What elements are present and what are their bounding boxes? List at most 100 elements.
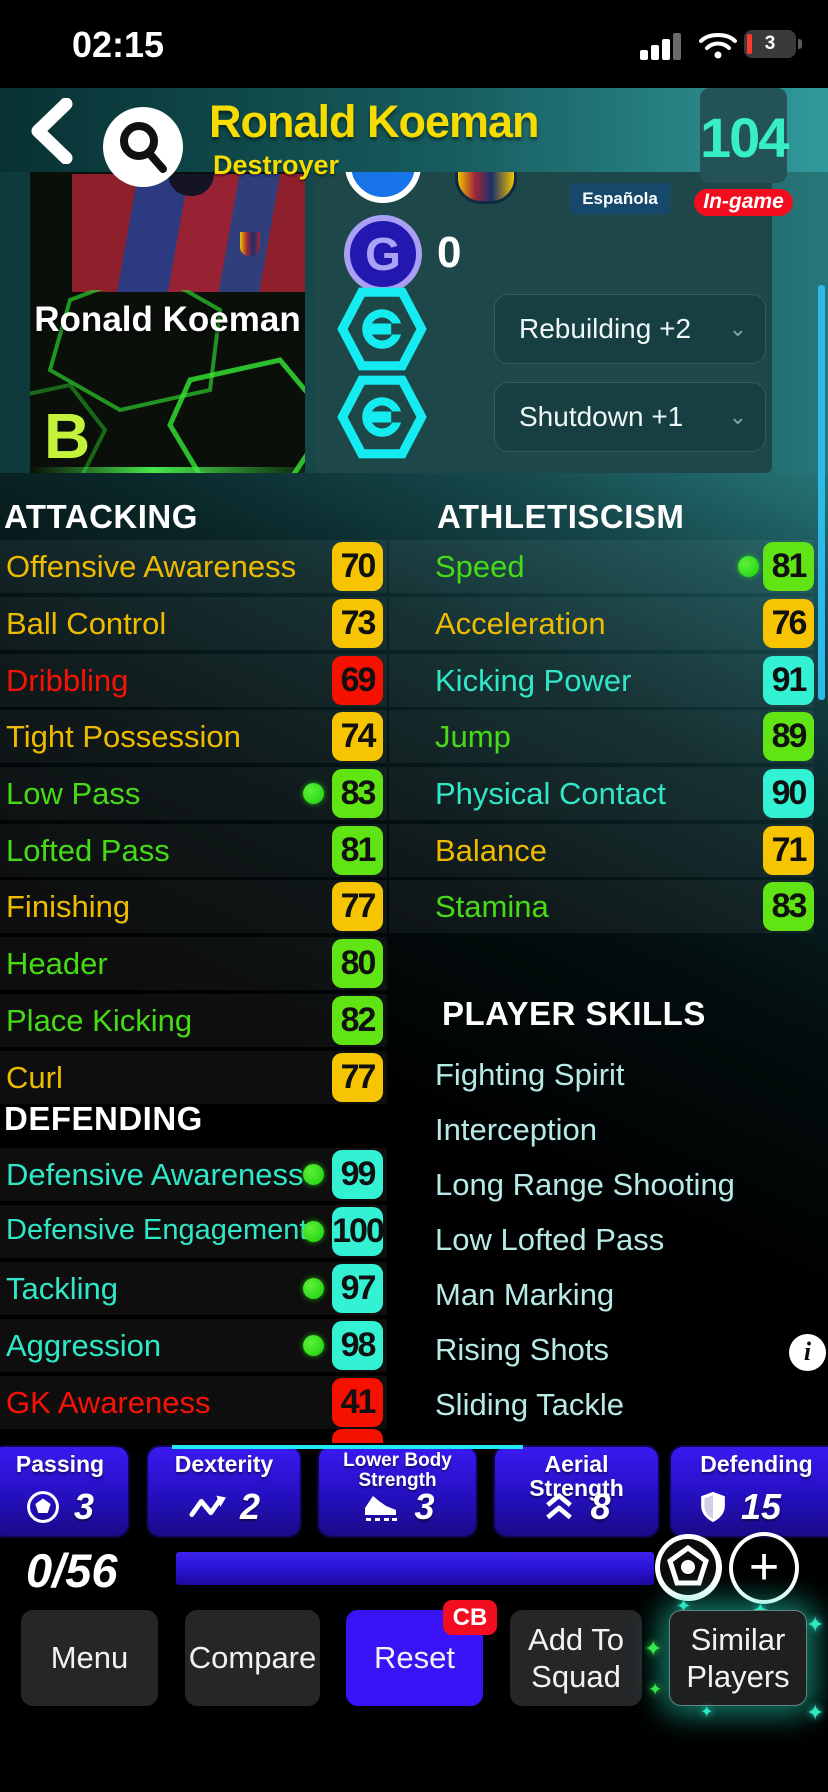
- stat-row: Aggression 98: [0, 1319, 387, 1372]
- stat-label: Physical Contact: [435, 776, 666, 811]
- booster-select-2[interactable]: Shutdown +1 ⌄: [494, 382, 766, 452]
- wifi-icon: [698, 30, 738, 65]
- double-chevron-up-icon: [546, 1493, 573, 1520]
- battery-level-text: 3: [764, 33, 776, 54]
- stat-row: Finishing 77: [0, 880, 387, 933]
- booster-select-1[interactable]: Rebuilding +2 ⌄: [494, 294, 766, 364]
- training-progress-count: 0/56: [26, 1544, 118, 1597]
- stat-row: GK Awareness 41: [0, 1376, 387, 1429]
- add-button[interactable]: +: [729, 1532, 799, 1604]
- compare-button[interactable]: Compare: [185, 1610, 320, 1706]
- info-button[interactable]: i: [789, 1334, 826, 1371]
- battery-icon: 3: [744, 30, 796, 58]
- stat-label: Kicking Power: [435, 663, 632, 698]
- stat-row: Dribbling 69: [0, 654, 387, 707]
- stat-value-badge: 99: [332, 1150, 383, 1199]
- back-button[interactable]: [26, 97, 76, 165]
- stat-value-badge: 98: [332, 1321, 383, 1370]
- league-badge: Española: [570, 183, 670, 214]
- player-skill: Interception: [435, 1112, 597, 1147]
- vertical-scrollbar[interactable]: [818, 285, 825, 700]
- stat-value-badge: 90: [763, 769, 814, 818]
- gp-coin-icon: G: [344, 215, 422, 293]
- proficiency-tile-passing[interactable]: Passing 3: [0, 1445, 130, 1538]
- stat-label: Lofted Pass: [6, 833, 170, 868]
- stat-row: Curl 77: [0, 1051, 387, 1104]
- stat-label: Acceleration: [435, 606, 606, 641]
- menu-button[interactable]: Menu: [21, 1610, 158, 1706]
- progress-bar: [176, 1552, 654, 1585]
- efootball-hex-icon: [336, 374, 428, 460]
- stat-value-badge-partial: [332, 1429, 383, 1443]
- stat-label: Offensive Awareness: [6, 549, 297, 584]
- stat-label: Curl: [6, 1060, 63, 1095]
- stat-value-badge: 81: [332, 826, 383, 875]
- sparkle-icon: ✦: [806, 1700, 825, 1725]
- soccer-ball-icon: [27, 1491, 59, 1523]
- stat-label: Header: [6, 946, 108, 981]
- battery-level-bar: [747, 34, 752, 54]
- player-skill: Rising Shots: [435, 1332, 610, 1367]
- battery-nub: [798, 39, 802, 49]
- player-role: Destroyer: [213, 150, 340, 180]
- boost-dot-icon: [738, 556, 759, 577]
- gp-count: 0: [437, 228, 462, 277]
- proficiency-tile-lower-body-strength[interactable]: Lower Body Strength 3: [317, 1445, 478, 1538]
- stat-label: Aggression: [6, 1328, 162, 1363]
- boost-dot-icon: [303, 1278, 324, 1299]
- stat-row: Defensive Engagement 100: [0, 1205, 387, 1258]
- stat-value-badge: 76: [763, 599, 814, 648]
- card-grade: B: [44, 400, 91, 472]
- stat-value-badge: 70: [332, 542, 383, 591]
- proficiency-tile-dexterity[interactable]: Dexterity 2: [146, 1445, 302, 1538]
- boost-dot-icon: [303, 1221, 324, 1242]
- stat-row: Offensive Awareness 70: [0, 540, 387, 593]
- search-button[interactable]: [103, 107, 183, 187]
- stat-row: Defensive Awareness 99: [0, 1148, 387, 1201]
- stat-value-badge: 82: [332, 996, 383, 1045]
- zigzag-arrow-icon: [189, 1495, 226, 1517]
- search-icon: [120, 122, 167, 173]
- proficiency-label: Passing: [15, 1451, 105, 1477]
- add-to-squad-button[interactable]: Add To Squad: [510, 1610, 642, 1706]
- proficiency-label: Defending: [700, 1451, 813, 1477]
- player-skill: Man Marking: [435, 1277, 615, 1312]
- stat-value-badge: 83: [332, 769, 383, 818]
- shield-icon: [701, 1491, 725, 1523]
- stat-label: Ball Control: [6, 606, 167, 641]
- proficiency-tile-defending[interactable]: Defending 15: [669, 1445, 828, 1538]
- proficiency-label: Dexterity: [174, 1451, 274, 1477]
- stat-label: Stamina: [435, 889, 549, 924]
- stat-row: Ball Control 73: [0, 597, 387, 650]
- section-title-defending: DEFENDING: [4, 1100, 203, 1137]
- stat-row: Low Pass 83: [0, 767, 387, 820]
- soccer-ball-icon: [660, 1539, 716, 1595]
- booster-2-value: Shutdown +1: [519, 401, 684, 432]
- stat-label: Speed: [435, 549, 525, 584]
- stat-row: Physical Contact 90: [389, 767, 814, 820]
- nationality-flag-icon: [345, 172, 421, 203]
- proficiency-tile-aerial-strength[interactable]: Aerial Strength 8: [493, 1445, 660, 1538]
- player-skill: Sliding Tackle: [435, 1387, 624, 1422]
- stat-row: Lofted Pass 81: [0, 824, 387, 877]
- stat-row: Acceleration 76: [389, 597, 814, 650]
- horizontal-scrollbar[interactable]: [172, 1445, 523, 1449]
- stat-value-badge: 81: [763, 542, 814, 591]
- proficiency-value: 8: [590, 1486, 611, 1527]
- similar-players-button[interactable]: Similar Players: [669, 1610, 807, 1706]
- proficiency-label: Lower Body Strength: [343, 1450, 452, 1491]
- stat-value-badge: 100: [332, 1207, 385, 1256]
- stat-label: Tight Possession: [6, 719, 241, 754]
- proficiency-label: Aerial Strength: [529, 1451, 624, 1502]
- proficiency-value: 15: [741, 1486, 782, 1527]
- position-cb-badge: CB: [443, 1600, 497, 1635]
- match-style-button[interactable]: [655, 1534, 722, 1601]
- player-photo: [72, 174, 305, 292]
- stat-value-badge: 73: [332, 599, 383, 648]
- stat-label: Dribbling: [6, 663, 129, 698]
- stat-row: Jump 89: [389, 710, 814, 763]
- stat-value-badge: 80: [332, 939, 383, 988]
- boost-dot-icon: [303, 783, 324, 804]
- stat-value-badge: 69: [332, 656, 383, 705]
